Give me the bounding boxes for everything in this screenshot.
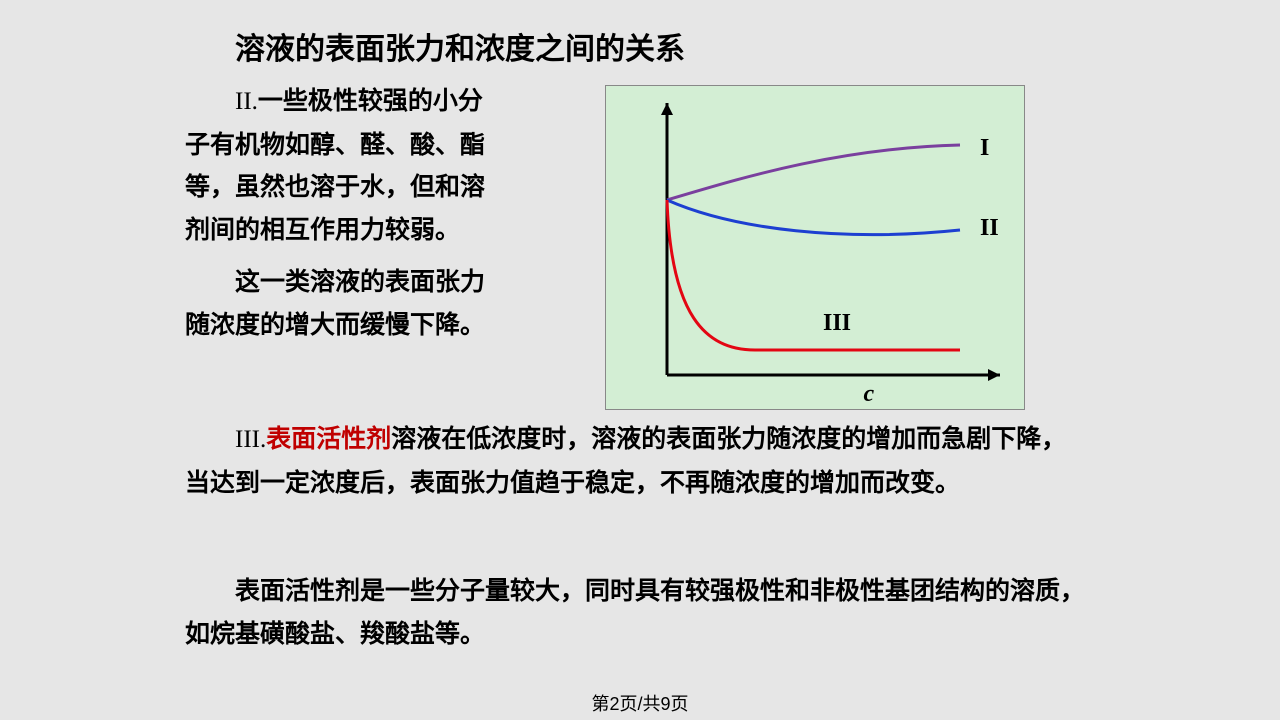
svg-text:I: I [980,135,989,161]
left-column: II.一些极性较强的小分子有机物如醇、醛、酸、酯等，虽然也溶于水，但和溶剂间的相… [185,80,505,356]
paragraph-4: 表面活性剂是一些分子量较大，同时具有较强极性和非极性基团结构的溶质，如烷基磺酸盐… [185,570,1085,655]
roman-3: III. [235,426,266,453]
page-footer: 第2页/共9页 [0,690,1280,716]
chart-svg: cIIIIII [605,85,1025,410]
svg-text:II: II [980,215,999,241]
p1-text: 一些极性较强的小分子有机物如醇、醛、酸、酯等，虽然也溶于水，但和溶剂间的相互作用… [185,87,485,244]
tension-concentration-chart: cIIIIII [605,85,1025,410]
svg-text:c: c [864,381,875,407]
paragraph-2: II.一些极性较强的小分子有机物如醇、醛、酸、酯等，虽然也溶于水，但和溶剂间的相… [185,80,505,251]
paragraph-3: III.表面活性剂溶液在低浓度时，溶液的表面张力随浓度的增加而急剧下降，当达到一… [185,418,1085,504]
roman-2: II. [235,88,258,115]
svg-text:III: III [823,310,851,336]
p3-red: 表面活性剂 [266,425,391,453]
page-title: 溶液的表面张力和浓度之间的关系 [235,24,685,68]
paragraph-2b: 这一类溶液的表面张力随浓度的增大而缓慢下降。 [185,261,505,346]
